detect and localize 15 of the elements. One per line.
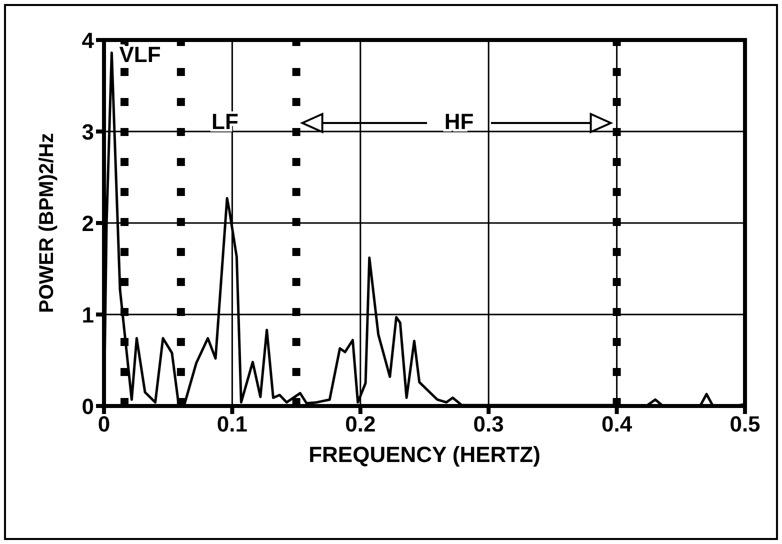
x-tick-label: 0.2 [345, 412, 376, 437]
y-tick-label: 1 [82, 302, 94, 328]
y-tick-label: 0 [82, 394, 94, 419]
x-tick-label: 0.4 [602, 412, 633, 437]
annotation: VLF [119, 42, 161, 67]
x-tick-label: 0.1 [216, 412, 248, 437]
y-tick-label: 4 [82, 28, 95, 53]
x-tick-label: 0.5 [730, 412, 760, 437]
y-tick-label: 2 [82, 210, 94, 236]
y-tick-label: 3 [82, 119, 94, 144]
x-tick-label: 0 [98, 412, 110, 437]
annotation: HF [444, 108, 474, 134]
x-tick-label: 0.3 [473, 412, 504, 437]
y-axis-title: POWER (BPM)2/Hz [36, 133, 58, 313]
x-axis-title: FREQUENCY (HERTZ) [308, 442, 540, 467]
